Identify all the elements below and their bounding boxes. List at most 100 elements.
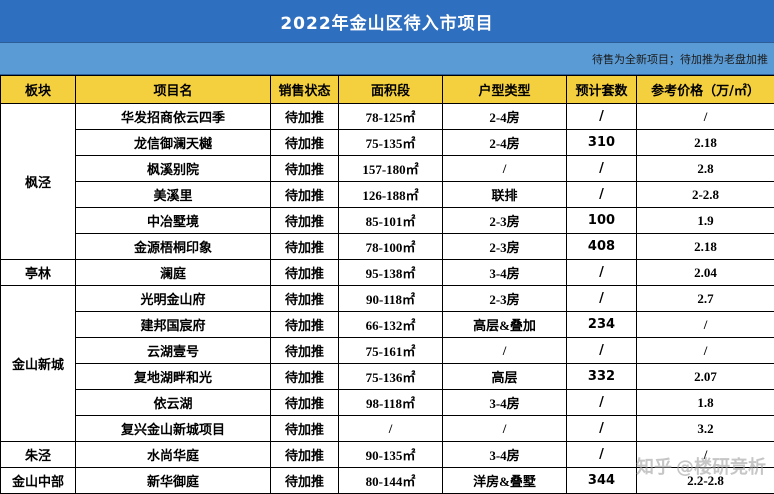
reference-price-cell: / [637,312,774,338]
area-range-cell: 75-135㎡ [339,130,443,156]
unit-type-cell: 洋房&叠墅 [443,468,567,494]
reference-price-cell: / [637,442,774,468]
sales-status-cell: 待加推 [271,312,339,338]
projects-table: 板块 项目名 销售状态 面积段 户型类型 预计套数 参考价格（万/㎡） 枫泾华发… [0,75,774,494]
unit-type-cell: 2-3房 [443,208,567,234]
area-range-cell: 90-135㎡ [339,442,443,468]
area-range-cell: 98-118㎡ [339,390,443,416]
expected-units-cell: / [567,442,637,468]
district-cell: 亭林 [1,260,76,286]
expected-units-cell: 408 [567,234,637,260]
unit-type-cell: / [443,156,567,182]
reference-price-cell: 1.9 [637,208,774,234]
unit-type-cell: 高层&叠加 [443,312,567,338]
reference-price-cell: 3.2 [637,416,774,442]
area-range-cell: 157-180㎡ [339,156,443,182]
unit-type-cell: 2-3房 [443,286,567,312]
unit-type-cell: 3-4房 [443,442,567,468]
area-range-cell: 80-144㎡ [339,468,443,494]
sales-status-cell: 待加推 [271,182,339,208]
reference-price-cell: 2.18 [637,130,774,156]
header-sales-status: 销售状态 [271,76,339,104]
district-cell: 金山新城 [1,286,76,442]
sales-status-cell: 待加推 [271,156,339,182]
project-name-cell: 美溪里 [76,182,271,208]
sales-status-cell: 待加推 [271,286,339,312]
project-name-cell: 复地湖畔和光 [76,364,271,390]
legend-note-text: 待售为全新项目；待加推为老盘加推 [592,51,768,67]
sales-status-cell: 待加推 [271,442,339,468]
area-range-cell: 85-101㎡ [339,208,443,234]
sales-status-cell: 待加推 [271,364,339,390]
expected-units-cell: / [567,338,637,364]
unit-type-cell: 2-4房 [443,104,567,130]
reference-price-cell: 1.8 [637,390,774,416]
sales-status-cell: 待加推 [271,468,339,494]
expected-units-cell: / [567,156,637,182]
unit-type-cell: 3-4房 [443,260,567,286]
district-cell: 枫泾 [1,104,76,260]
unit-type-cell: 联排 [443,182,567,208]
sales-status-cell: 待加推 [271,208,339,234]
header-area-range: 面积段 [339,76,443,104]
project-name-cell: 华发招商依云四季 [76,104,271,130]
area-range-cell: 78-125㎡ [339,104,443,130]
expected-units-cell: / [567,260,637,286]
area-range-cell: 75-136㎡ [339,364,443,390]
reference-price-cell: 2.04 [637,260,774,286]
project-name-cell: 云湖壹号 [76,338,271,364]
expected-units-cell: 344 [567,468,637,494]
project-name-cell: 金源梧桐印象 [76,234,271,260]
legend-note: 待售为全新项目；待加推为老盘加推 [0,42,774,75]
sales-status-cell: 待加推 [271,130,339,156]
sales-status-cell: 待加推 [271,104,339,130]
expected-units-cell: / [567,286,637,312]
reference-price-cell: 2.8 [637,156,774,182]
reference-price-cell: 2.2-2.8 [637,468,774,494]
sales-status-cell: 待加推 [271,260,339,286]
reference-price-cell: 2.7 [637,286,774,312]
header-unit-type: 户型类型 [443,76,567,104]
header-project-name: 项目名 [76,76,271,104]
area-range-cell: 90-118㎡ [339,286,443,312]
area-range-cell: 66-132㎡ [339,312,443,338]
project-name-cell: 水尚华庭 [76,442,271,468]
header-row: 板块 项目名 销售状态 面积段 户型类型 预计套数 参考价格（万/㎡） [1,76,774,104]
expected-units-cell: 100 [567,208,637,234]
expected-units-cell: / [567,416,637,442]
reference-price-cell: 2.18 [637,234,774,260]
unit-type-cell: 高层 [443,364,567,390]
expected-units-cell: / [567,390,637,416]
sales-status-cell: 待加推 [271,416,339,442]
unit-type-cell: / [443,338,567,364]
area-range-cell: 95-138㎡ [339,260,443,286]
project-name-cell: 建邦国宸府 [76,312,271,338]
area-range-cell: 75-161㎡ [339,338,443,364]
table-row: 复兴金山新城项目待加推///3.2 [1,416,774,442]
sales-status-cell: 待加推 [271,338,339,364]
project-name-cell: 光明金山府 [76,286,271,312]
reference-price-cell: / [637,338,774,364]
expected-units-cell: 332 [567,364,637,390]
area-range-cell: / [339,416,443,442]
project-name-cell: 依云湖 [76,390,271,416]
sales-status-cell: 待加推 [271,390,339,416]
unit-type-cell: 2-4房 [443,130,567,156]
expected-units-cell: 310 [567,130,637,156]
area-range-cell: 78-100㎡ [339,234,443,260]
project-name-cell: 新华御庭 [76,468,271,494]
